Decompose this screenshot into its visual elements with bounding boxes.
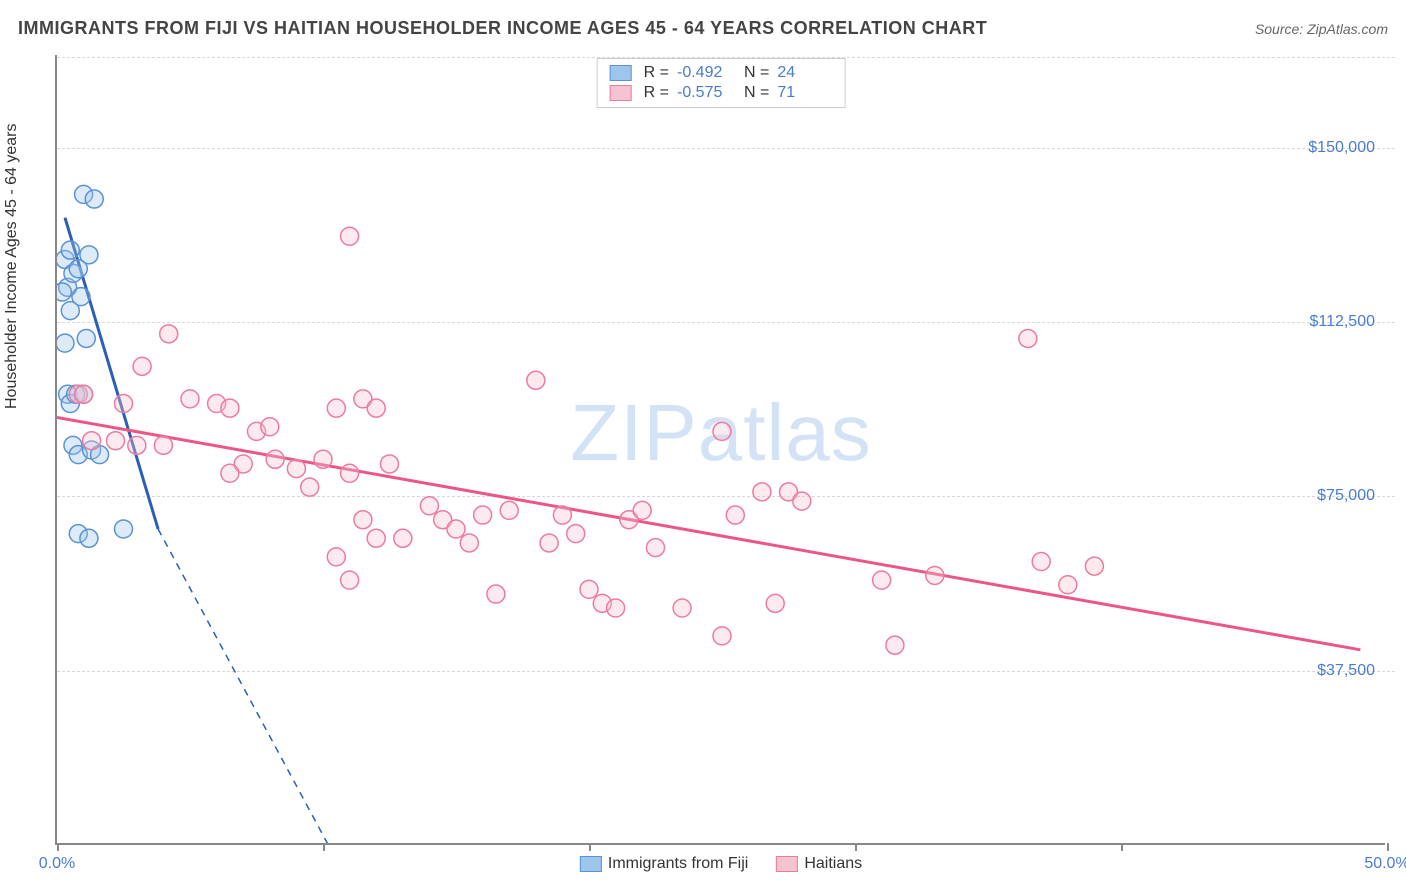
legend-swatch-fiji	[610, 65, 632, 81]
legend-row-fiji: R = -0.492 N = 24	[610, 63, 833, 83]
x-tick	[589, 843, 591, 851]
x-tick-label: 50.0%	[1364, 855, 1406, 873]
legend-item-haitians: Haitians	[776, 855, 862, 873]
legend-label: Immigrants from Fiji	[608, 855, 748, 873]
x-tick	[323, 843, 325, 851]
x-tick	[1121, 843, 1123, 851]
correlation-legend: R = -0.492 N = 24 R = -0.575 N = 71	[597, 58, 846, 108]
r-value-fiji: -0.492	[677, 64, 732, 82]
plot-area: ZIPatlas R = -0.492 N = 24 R = -0.575 N …	[55, 55, 1385, 845]
chart-svg	[57, 55, 1385, 843]
chart-title: IMMIGRANTS FROM FIJI VS HAITIAN HOUSEHOL…	[18, 18, 987, 39]
x-tick	[855, 843, 857, 851]
legend-swatch-icon	[580, 856, 602, 872]
series-legend: Immigrants from Fiji Haitians	[580, 855, 862, 873]
n-value-fiji: 24	[777, 64, 832, 82]
source-attribution: Source: ZipAtlas.com	[1255, 21, 1388, 37]
x-tick	[57, 843, 59, 851]
x-tick-label: 0.0%	[39, 855, 75, 873]
title-bar: IMMIGRANTS FROM FIJI VS HAITIAN HOUSEHOL…	[18, 18, 1388, 39]
x-tick	[1387, 843, 1389, 851]
legend-label: Haitians	[804, 855, 862, 873]
legend-item-fiji: Immigrants from Fiji	[580, 855, 748, 873]
legend-swatch-icon	[776, 856, 798, 872]
y-axis-label: Householder Income Ages 45 - 64 years	[3, 124, 21, 410]
n-value-haitians: 71	[777, 84, 832, 102]
legend-swatch-haitians	[610, 85, 632, 101]
legend-row-haitians: R = -0.575 N = 71	[610, 83, 833, 103]
r-value-haitians: -0.575	[677, 84, 732, 102]
